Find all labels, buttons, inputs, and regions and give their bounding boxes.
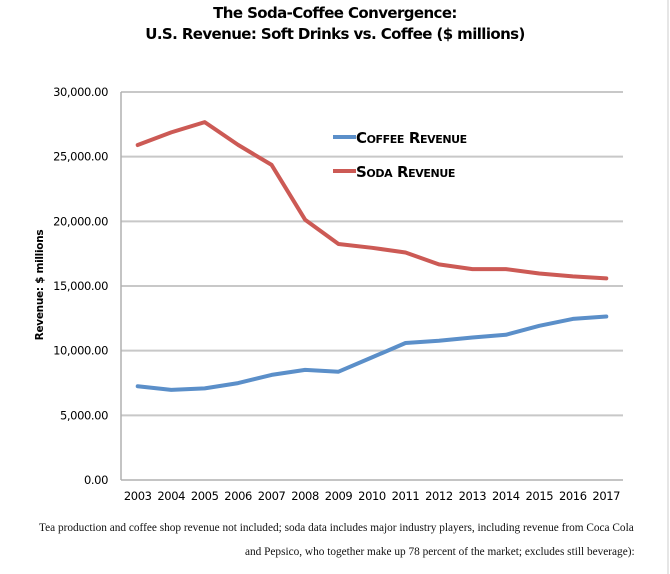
legend-label-soda-revenue: Soda Revenue: [356, 163, 455, 181]
soda-revenue-line: [135, 120, 609, 281]
chart-border: [667, 0, 669, 574]
y-tick-label: 15,000.00: [53, 279, 108, 293]
chart-title: The Soda-Coffee Convergence:: [213, 4, 457, 22]
footnote-line-1: Tea production and coffee shop revenue n…: [39, 522, 634, 534]
y-tick-label: 5,000.00: [60, 408, 108, 422]
x-tick-label: 2014: [492, 489, 520, 503]
x-tick-label: 2004: [157, 489, 185, 503]
x-tick-labels: 2003 2004 2005 2006 2007 2008 2009 2010 2011 2012…: [124, 489, 621, 503]
y-tick-label: 25,000.00: [53, 150, 108, 164]
y-tick-label: 20,000.00: [53, 214, 108, 228]
x-tick-label: 2011: [392, 489, 420, 503]
axes: [120, 92, 623, 481]
y-tick-label: 0.00: [84, 473, 108, 487]
x-tick-label: 2005: [191, 489, 219, 503]
y-tick-labels: 0.00 5,000.00 10,000.00 15,000.00 20,000.00 2…: [53, 85, 108, 487]
x-tick-label: 2017: [592, 489, 620, 503]
x-tick-label: 2003: [124, 489, 152, 503]
x-tick-label: 2012: [425, 489, 453, 503]
gridlines: [121, 91, 623, 417]
x-tick-label: 2015: [525, 489, 553, 503]
y-tick-label: 30,000.00: [53, 85, 108, 99]
legend-label-coffee-revenue: Coffee Revenue: [356, 129, 467, 147]
x-tick-label: 2016: [559, 489, 587, 503]
x-tick-label: 2010: [358, 489, 386, 503]
x-tick-label: 2008: [291, 489, 319, 503]
y-tick-label: 10,000.00: [53, 344, 108, 358]
x-tick-label: 2007: [258, 489, 286, 503]
x-tick-label: 2009: [325, 489, 353, 503]
x-tick-label: 2006: [224, 489, 252, 503]
x-tick-label: 2013: [459, 489, 487, 503]
footnote-line-2: and Pepsico, who together make up 78 per…: [245, 546, 635, 558]
legend: Coffee Revenue Soda Revenue: [333, 129, 467, 181]
coffee-revenue-line: [135, 314, 609, 392]
series-lines: [135, 120, 609, 392]
chart-subtitle: U.S. Revenue: Soft Drinks vs. Coffee ($ …: [145, 25, 525, 43]
